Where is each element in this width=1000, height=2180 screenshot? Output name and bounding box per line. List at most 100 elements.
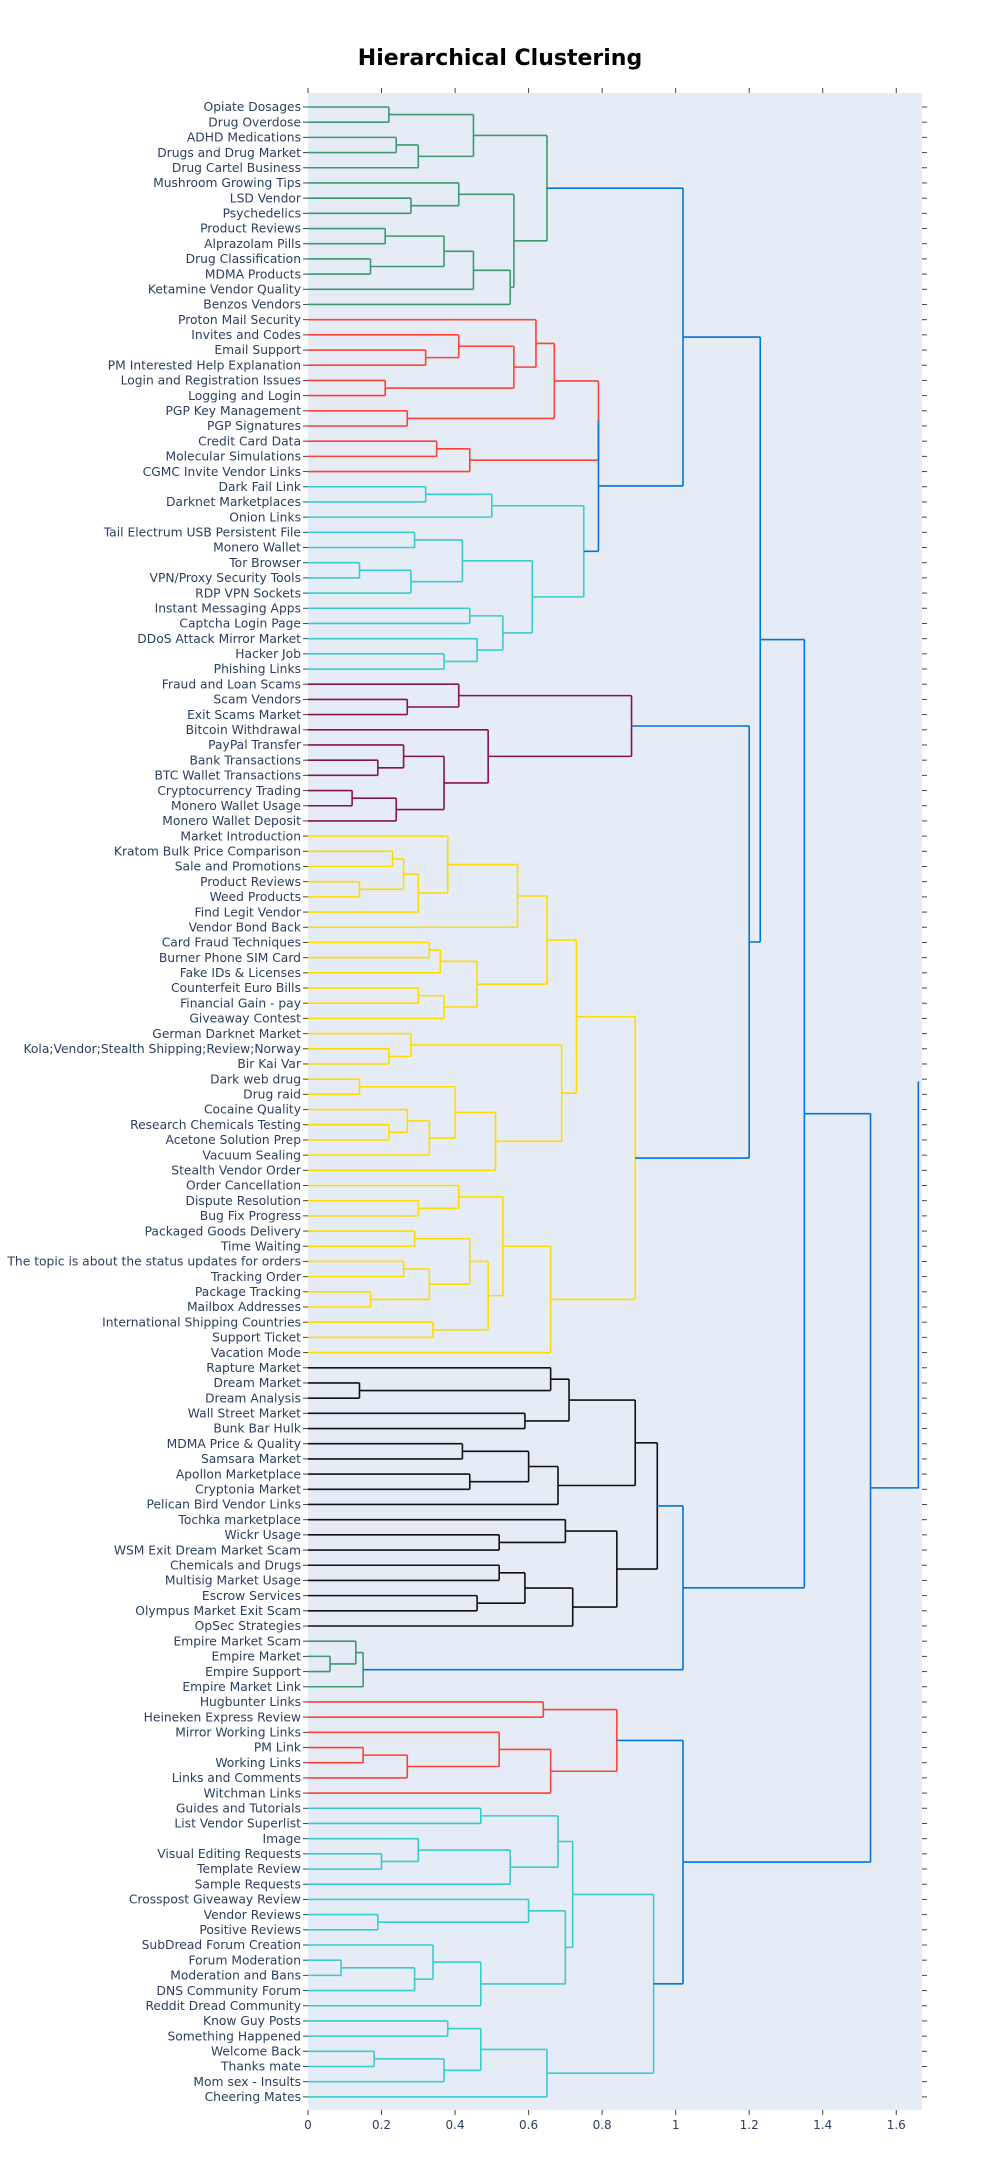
leaf-label: Drug Classification (186, 252, 301, 266)
leaf-label: Login and Registration Issues (121, 374, 301, 388)
dendrogram-branches (308, 106, 920, 2098)
leaf-label: Cryptonia Market (195, 1482, 301, 1496)
leaf-label: Exit Scams Market (187, 708, 301, 722)
leaf-label: PM Interested Help Explanation (108, 358, 301, 372)
leaf-label: Product Reviews (200, 875, 301, 889)
leaf-label: Wall Street Market (188, 1407, 301, 1421)
dendrogram-link (308, 987, 420, 1005)
dendrogram-link (480, 1910, 567, 1985)
leaf-label: Financial Gain - pay (180, 996, 301, 1010)
leaf-label: CGMC Invite Vendor Links (143, 465, 301, 479)
leaf-label: Giveaway Contest (189, 1012, 301, 1026)
dendrogram-link (308, 1701, 545, 1718)
leaf-label: Burner Phone SIM Card (159, 951, 301, 965)
leaf-label: ADHD Medications (187, 131, 301, 145)
leaf-label: Kratom Bulk Price Comparison (114, 845, 301, 859)
dendrogram-link (583, 420, 600, 553)
leaf-label: Empire Market (211, 1650, 301, 1664)
dendrogram-root-link (870, 1081, 920, 1489)
dendrogram-link (308, 1518, 567, 1544)
leaf-label: Captcha Login Page (179, 617, 301, 631)
leaf-label: Ketamine Vendor Quality (148, 282, 301, 296)
leaf-label: Moderation and Bans (170, 1969, 301, 1983)
leaf-label: Monero Wallet Deposit (162, 814, 301, 828)
dendrogram-link (308, 144, 420, 169)
dendrogram-link (308, 698, 409, 716)
leaf-label: Order Cancellation (186, 1179, 301, 1193)
leaf-label: Packaged Goods Delivery (145, 1224, 301, 1238)
leaf-label: Bitcoin Withdrawal (186, 723, 301, 737)
dendrogram-link (308, 1382, 361, 1399)
leaf-label: VPN/Proxy Security Tools (150, 571, 301, 585)
leaf-label: PGP Key Management (166, 404, 302, 418)
leaf-label: Stealth Vendor Order (171, 1164, 302, 1178)
dendrogram-link (308, 1913, 379, 1931)
dendrogram-link (308, 250, 475, 291)
dendrogram-link (308, 880, 361, 898)
leaf-label: Mirror Working Links (175, 1726, 301, 1740)
leaf-label: Hacker Job (235, 647, 301, 661)
leaf-label: BTC Wallet Transactions (154, 769, 301, 783)
leaf-label: List Vendor Superlist (174, 1817, 301, 1831)
leaf-label: Opiate Dosages (204, 100, 301, 114)
leaf-label: Bug Fix Progress (200, 1209, 301, 1223)
dendrogram-link (308, 318, 537, 368)
leaf-label: Onion Links (229, 510, 301, 524)
x-tick-label: 1.2 (740, 2118, 759, 2132)
dendrogram-link (308, 941, 431, 959)
leaf-label: Dream Analysis (205, 1391, 301, 1405)
leaf-label: Tracking Order (210, 1270, 302, 1284)
leaf-label: Escrow Services (202, 1589, 301, 1603)
chart-title: Hierarchical Clustering (358, 46, 642, 71)
leaf-label: Bank Transactions (189, 753, 301, 767)
x-tick-label: 0.2 (372, 2118, 391, 2132)
leaf-label: Alprazolam Pills (204, 237, 301, 251)
dendrogram-link (546, 939, 578, 1094)
dendrogram-link (308, 106, 390, 123)
leaf-label: Molecular Simulations (166, 450, 302, 464)
leaf-label: Working Links (215, 1756, 301, 1770)
leaf-label: Crosspost Giveaway Review (129, 1893, 301, 1907)
leaf-label: Sale and Promotions (175, 860, 301, 874)
leaf-label: Fake IDs & Licenses (180, 966, 301, 980)
plot-area (308, 93, 922, 2110)
dendrogram-link (491, 504, 585, 598)
x-tick-label: 1.4 (813, 2118, 832, 2132)
leaf-label: Research Chemicals Testing (130, 1118, 301, 1132)
leaf-label: Dark web drug (210, 1072, 301, 1086)
dendrogram-link (308, 1047, 390, 1065)
leaf-label: Rapture Market (206, 1361, 301, 1375)
x-tick-label: 0.4 (446, 2118, 465, 2132)
leaf-label: Weed Products (210, 890, 301, 904)
leaf-label: Empire Market Link (182, 1680, 301, 1694)
leaf-label: Hugbunter Links (200, 1695, 301, 1709)
dendrogram-link (308, 1754, 409, 1779)
dendrogram-link (565, 1530, 618, 1608)
leaf-label: Welcome Back (211, 2045, 302, 2059)
leaf-label: Wickr Usage (225, 1528, 301, 1542)
leaf-label: WSM Exit Dream Market Scam (114, 1543, 301, 1557)
dendrogram-link (308, 1108, 409, 1134)
dendrogram-link (385, 345, 515, 389)
leaf-label: Guides and Tutorials (176, 1801, 301, 1815)
leaf-label: Empire Market Scam (174, 1634, 302, 1648)
leaf-label: Olympus Market Exit Scam (135, 1604, 301, 1618)
leaf-label: Instant Messaging Apps (155, 601, 301, 615)
leaf-label: Mailbox Addresses (187, 1300, 301, 1314)
dendrogram-link (308, 1123, 390, 1141)
dendrogram-link (308, 1961, 482, 2007)
dendrogram-link (308, 447, 471, 473)
dendrogram-link (477, 895, 548, 986)
leaf-label: Acetone Solution Prep (166, 1133, 302, 1147)
leaf-label: Support Ticket (212, 1331, 301, 1345)
dendrogram-link (462, 560, 534, 634)
leaf-label: Drug raid (243, 1088, 301, 1102)
leaf-label: Sample Requests (195, 1877, 301, 1891)
leaf-label: RDP VPN Sockets (195, 586, 301, 600)
leaf-label: LSD Vendor (230, 191, 302, 205)
leaf-label: Product Reviews (200, 222, 301, 236)
leaf-label: Apollon Marketplace (176, 1467, 301, 1481)
leaf-label: Dream Market (213, 1376, 301, 1390)
leaf-label: Template Review (196, 1862, 301, 1876)
